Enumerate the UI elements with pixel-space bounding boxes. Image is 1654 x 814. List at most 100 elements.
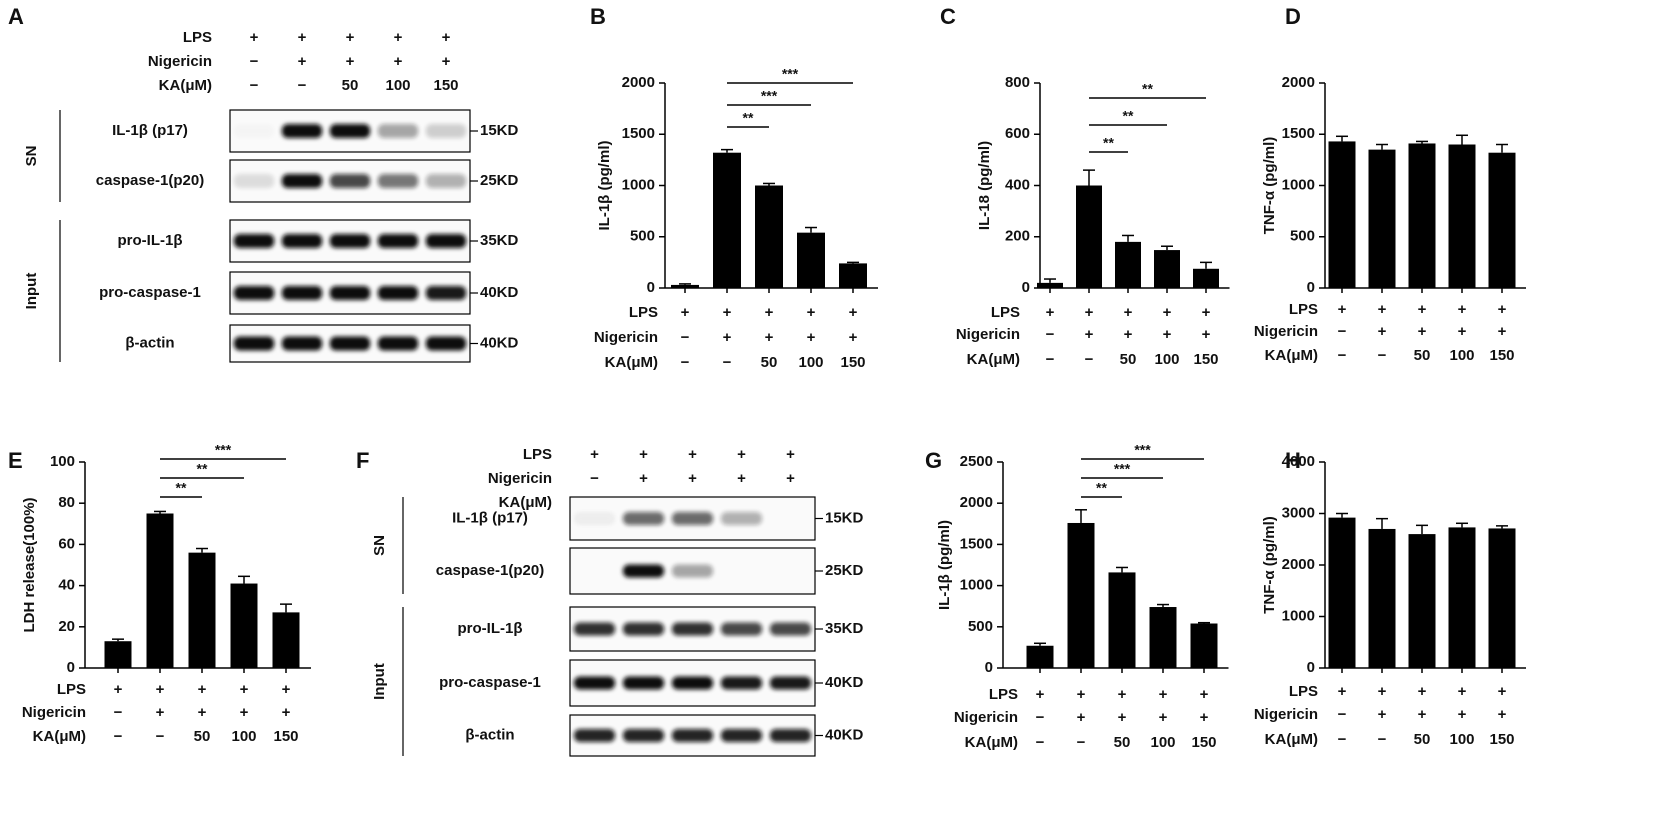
condition-value: + [1498, 683, 1507, 700]
y-axis-label: TNF-α (pg/ml) [1261, 516, 1278, 614]
condition-value: − [1036, 734, 1045, 751]
condition-value: + [298, 29, 307, 46]
blot-row-name: pro-caspase-1 [439, 674, 541, 691]
condition-value: + [639, 446, 648, 463]
bar [1026, 645, 1054, 668]
y-tick-label: 1000 [1282, 607, 1315, 624]
condition-value: + [198, 704, 207, 721]
condition-value: + [807, 304, 816, 321]
y-tick-label: 60 [58, 535, 75, 552]
blot-row-name: caspase-1(p20) [436, 562, 544, 579]
condition-value: + [1124, 326, 1133, 343]
condition-value: − [298, 77, 307, 94]
y-axis-label: LDH release(100%) [21, 497, 38, 632]
y-axis-label: IL-1β (pg/ml) [936, 520, 953, 610]
condition-value: + [1200, 709, 1209, 726]
bar [1488, 528, 1516, 668]
condition-value: + [114, 681, 123, 698]
blot-band [425, 286, 467, 300]
condition-value: + [1458, 706, 1467, 723]
panel-label: B [590, 4, 606, 29]
condition-value: + [786, 470, 795, 487]
blot-band [769, 676, 812, 690]
condition-value: + [1378, 683, 1387, 700]
y-tick-label: 1000 [1282, 176, 1315, 193]
y-axis-label: IL-1β (pg/ml) [596, 141, 613, 231]
bar [1368, 528, 1396, 668]
condition-value: + [1163, 326, 1172, 343]
y-tick-label: 2000 [960, 494, 993, 511]
condition-value: + [1458, 301, 1467, 318]
condition-value: − [1036, 709, 1045, 726]
condition-name: KA(μM) [1265, 347, 1318, 364]
y-tick-label: 1000 [622, 176, 655, 193]
blot-band [720, 622, 763, 636]
group-label: Input [371, 663, 388, 700]
condition-name: Nigericin [954, 709, 1018, 726]
blot-band [425, 174, 467, 188]
condition-name: KA(μM) [605, 354, 658, 371]
condition-value: − [114, 704, 123, 721]
panel-label: D [1285, 4, 1301, 29]
condition-value: + [737, 446, 746, 463]
condition-value: 50 [194, 728, 211, 745]
condition-value: 100 [231, 728, 256, 745]
condition-name: LPS [991, 304, 1020, 321]
blot-band [329, 336, 371, 351]
blot-band [281, 174, 323, 188]
condition-value: + [590, 446, 599, 463]
condition-value: + [849, 304, 858, 321]
blot-band [233, 336, 275, 351]
condition-value: + [688, 470, 697, 487]
condition-value: − [250, 77, 259, 94]
blot-band [671, 729, 714, 742]
condition-value: + [1202, 304, 1211, 321]
condition-value: 50 [1120, 351, 1137, 368]
condition-value: + [639, 470, 648, 487]
bar [1488, 152, 1516, 288]
blot-band [720, 676, 763, 690]
bar [230, 583, 258, 668]
condition-value: − [1046, 326, 1055, 343]
condition-value: + [1378, 301, 1387, 318]
condition-value: + [765, 304, 774, 321]
condition-value: + [298, 53, 307, 70]
blot-row-name: β-actin [125, 334, 174, 351]
blot-band [281, 124, 323, 138]
condition-value: + [1118, 709, 1127, 726]
condition-name: KA(μM) [1265, 731, 1318, 748]
condition-name: KA(μM) [499, 494, 552, 511]
group-label: SN [371, 535, 388, 556]
significance-label: ** [1142, 81, 1153, 97]
condition-value: + [1338, 301, 1347, 318]
bar [671, 284, 699, 288]
condition-value: + [1498, 706, 1507, 723]
condition-value: + [1458, 323, 1467, 340]
condition-value: 50 [342, 77, 359, 94]
bar [1154, 250, 1180, 288]
condition-value: + [1085, 326, 1094, 343]
size-marker: 40KD [480, 284, 519, 301]
condition-value: 100 [1449, 347, 1474, 364]
blot-band [622, 512, 665, 525]
y-tick-label: 2000 [622, 74, 655, 91]
bar [1067, 522, 1095, 668]
bar [755, 185, 783, 288]
condition-value: + [198, 681, 207, 698]
blot-band [622, 564, 665, 578]
significance-label: ** [743, 110, 754, 126]
blot-band [377, 336, 419, 351]
y-axis-label: IL-18 (pg/ml) [976, 141, 993, 230]
condition-value: + [282, 681, 291, 698]
bar [146, 513, 174, 668]
bar [1368, 149, 1396, 288]
blot-band [377, 286, 419, 300]
significance-label: *** [215, 442, 232, 458]
size-marker: 15KD [480, 122, 519, 139]
blot-band [769, 729, 812, 742]
blot-band [425, 234, 467, 248]
condition-value: 150 [1489, 731, 1514, 748]
blot-band [281, 286, 323, 300]
blot-row-name: IL-1β (p17) [112, 122, 188, 139]
condition-value: + [1200, 686, 1209, 703]
